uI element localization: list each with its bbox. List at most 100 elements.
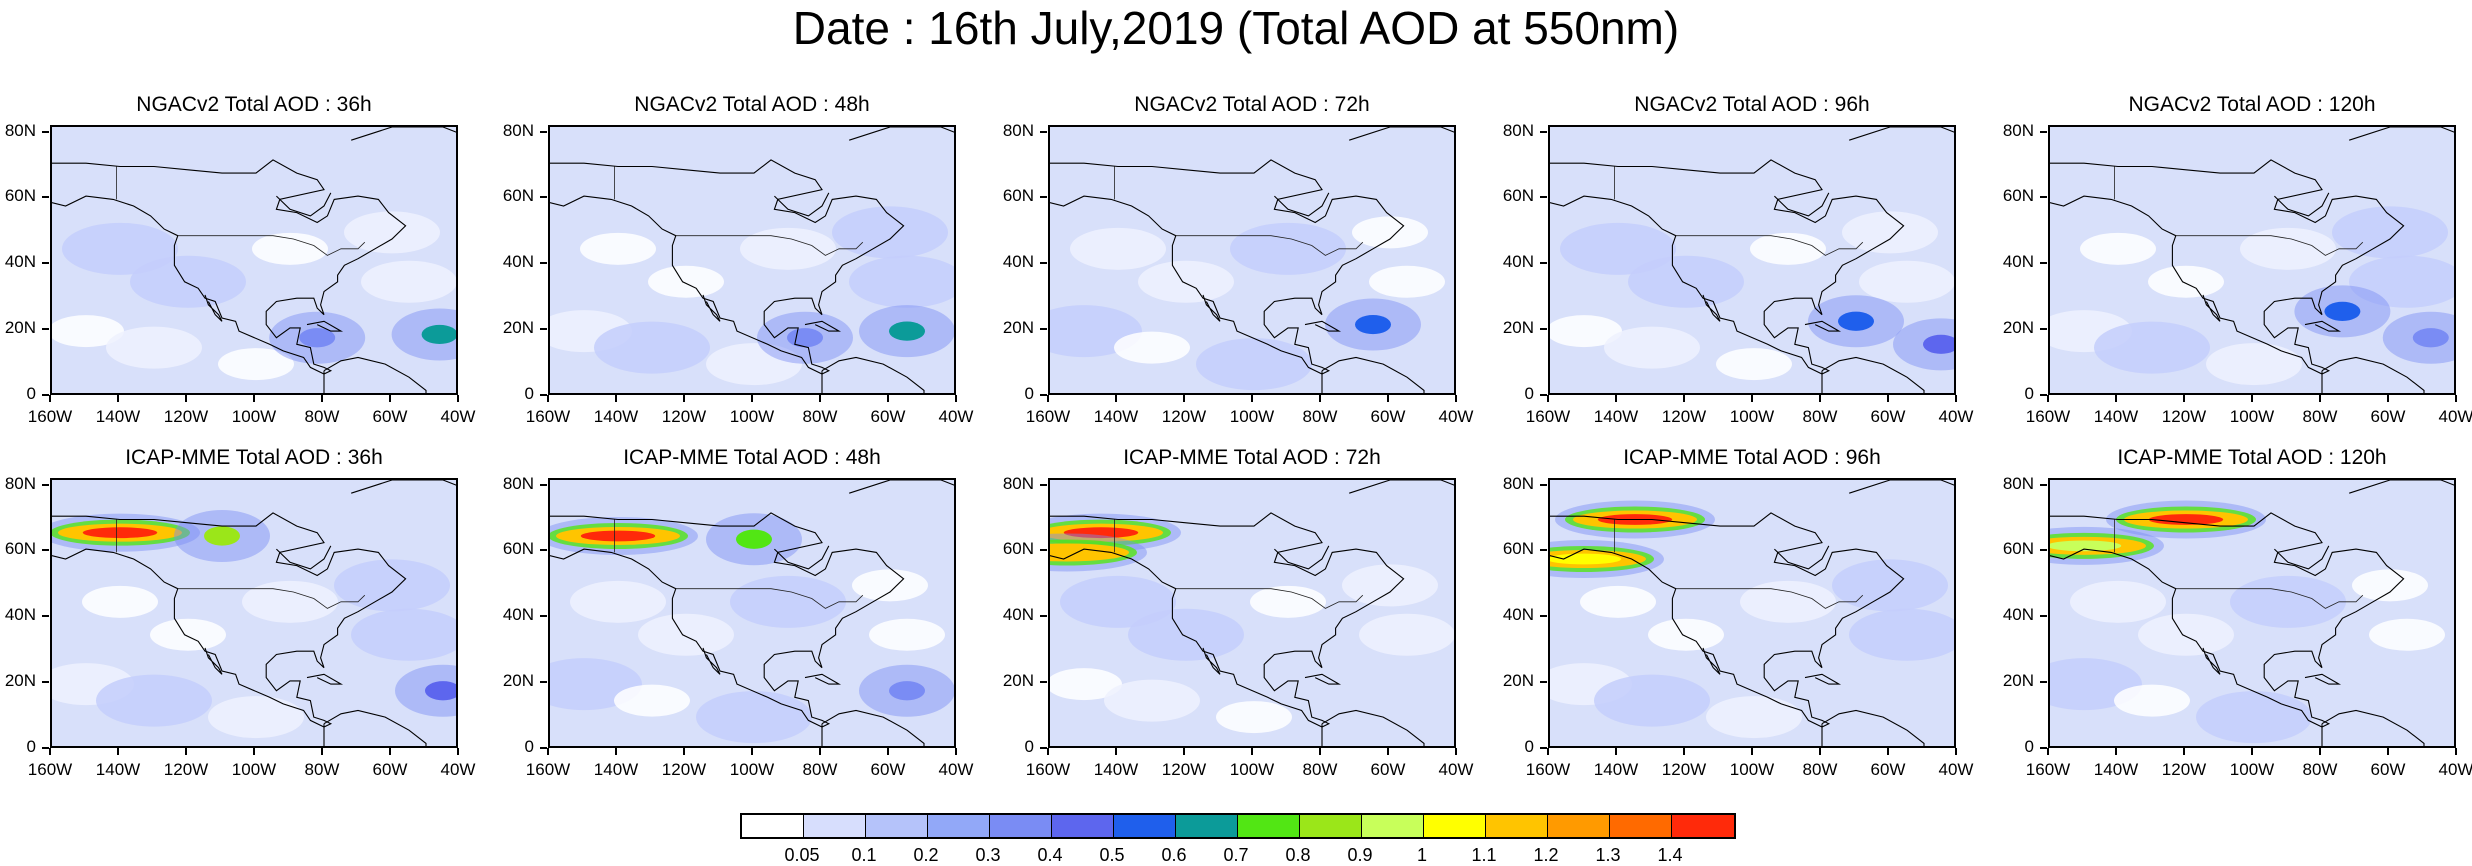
lat-tick	[42, 615, 49, 618]
aod-background-patch	[2094, 321, 2210, 374]
lat-tick	[540, 262, 547, 265]
lat-tick-label: 20N	[2002, 671, 2034, 691]
lat-tick-label: 0	[26, 737, 36, 756]
colorbar-box	[1548, 815, 1610, 837]
aod-plume	[2050, 540, 2122, 552]
coastline	[804, 673, 842, 685]
lat-tick-label: 60N	[4, 186, 36, 206]
lon-tick-label: 140W	[1593, 760, 1639, 779]
lon-tick-label: 140W	[1093, 407, 1139, 426]
figure-title: Date : 16th July,2019 (Total AOD at 550n…	[792, 2, 1680, 54]
colorbar-label: 0.8	[1285, 845, 1311, 865]
lat-tick-label: 40N	[4, 252, 36, 272]
aod-background-patch	[832, 206, 948, 259]
lat-tick	[1540, 196, 1547, 199]
lon-tick-label: 160W	[27, 760, 73, 779]
lon-tick	[887, 395, 889, 402]
lon-tick	[1751, 748, 1753, 755]
lat-tick	[1540, 130, 1547, 133]
lon-tick	[1955, 748, 1957, 755]
aod-background-patch	[1104, 679, 1200, 722]
aod-plume	[82, 527, 158, 539]
coastline	[1804, 673, 1842, 685]
coastline	[1349, 480, 1454, 494]
aod-background-patch	[594, 321, 710, 374]
lat-tick	[1540, 549, 1547, 552]
lon-tick	[457, 395, 459, 402]
lon-tick-label: 100W	[2229, 760, 2275, 779]
lat-tick-label: 40N	[502, 605, 534, 625]
coastline	[2349, 127, 2454, 141]
colorbar-box	[928, 815, 990, 837]
colorbar-box	[1114, 815, 1176, 837]
lon-tick	[819, 395, 821, 402]
lon-tick-label: 80W	[802, 760, 838, 779]
lat-tick	[42, 130, 49, 133]
lon-tick-label: 80W	[1802, 760, 1838, 779]
lon-tick	[253, 395, 255, 402]
lat-tick-label: 20N	[502, 671, 534, 691]
lat-tick	[1040, 196, 1047, 199]
lon-tick-label: 40W	[2438, 407, 2472, 426]
panel-title: NGACv2 Total AOD : 96h	[1634, 93, 1870, 116]
aod-background-patch	[1060, 575, 1176, 628]
aod-plume	[889, 681, 925, 701]
coastline	[2304, 673, 2342, 685]
colorbar-label: 0.3	[975, 845, 1001, 865]
coastline	[1321, 709, 1425, 746]
coastline	[1274, 545, 1330, 570]
lat-tick	[540, 394, 547, 396]
lat-tick	[1540, 615, 1547, 618]
lat-tick-label: 0	[2024, 384, 2034, 403]
lon-tick	[683, 748, 685, 755]
coastline	[849, 480, 954, 494]
lon-tick-label: 100W	[2229, 407, 2275, 426]
coastline	[204, 647, 223, 675]
aod-background-patch	[2349, 255, 2454, 308]
aod-background-patch	[1716, 348, 1792, 381]
map-canvas	[1550, 127, 1954, 393]
panel-title: ICAP-MME Total AOD : 96h	[1623, 446, 1881, 469]
lon-tick	[1547, 748, 1549, 755]
coastline	[1550, 512, 1905, 728]
lat-tick-label: 60N	[2002, 539, 2034, 559]
lon-tick	[1887, 395, 1889, 402]
aod-background-patch	[1369, 265, 1445, 298]
lat-tick	[2040, 394, 2047, 396]
lon-tick-label: 80W	[304, 407, 340, 426]
panel-title: ICAP-MME Total AOD : 36h	[125, 446, 383, 469]
lon-tick-label: 100W	[1729, 760, 1775, 779]
lon-tick-label: 60W	[372, 760, 408, 779]
coastline	[1821, 356, 1925, 393]
country-border	[1675, 588, 1864, 609]
coastline	[351, 127, 456, 141]
aod-background-patch	[82, 585, 158, 618]
lon-tick	[1455, 395, 1457, 402]
lon-tick	[2387, 395, 2389, 402]
aod-background-patch	[208, 696, 304, 739]
aod-plume	[1838, 311, 1874, 331]
aod-background-patch	[1050, 668, 1122, 701]
panel-title: NGACv2 Total AOD : 36h	[136, 93, 372, 116]
colorbar-label: 1.3	[1595, 845, 1621, 865]
coastline	[1849, 127, 1954, 141]
aod-background-patch	[1114, 331, 1190, 364]
lat-tick-label: 60N	[1002, 539, 1034, 559]
coastline	[204, 294, 223, 322]
aod-background-patch	[730, 575, 846, 628]
colorbar-label: 1.4	[1657, 845, 1683, 865]
lon-tick-label: 140W	[593, 407, 639, 426]
lat-tick	[42, 394, 49, 396]
lat-tick	[1540, 394, 1547, 396]
aod-background-patch	[1849, 608, 1954, 661]
aod-background-patch	[1070, 227, 1166, 270]
lat-tick	[2040, 483, 2047, 486]
lat-tick-label: 60N	[1002, 186, 1034, 206]
lon-tick-label: 40W	[2438, 760, 2472, 779]
lat-tick	[1040, 328, 1047, 331]
coastline	[306, 320, 344, 332]
coastline	[323, 709, 427, 746]
lon-tick	[457, 748, 459, 755]
aod-plume	[299, 328, 336, 348]
lon-tick	[1183, 748, 1185, 755]
